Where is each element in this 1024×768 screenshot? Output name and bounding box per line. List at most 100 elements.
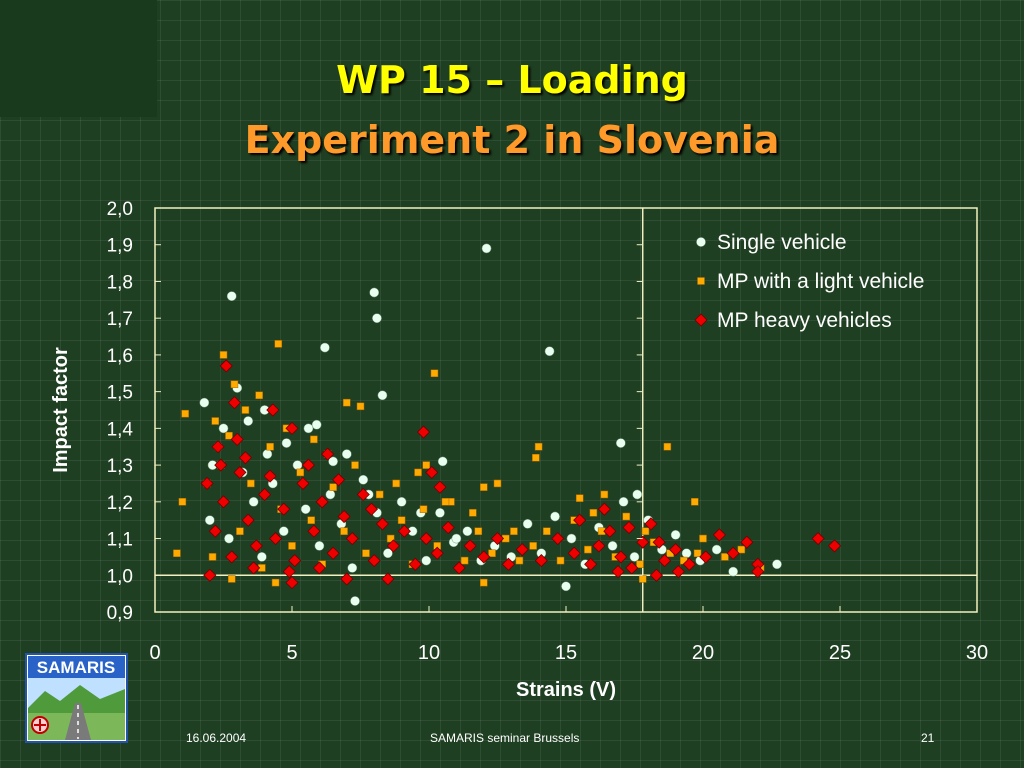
data-point [367, 554, 381, 568]
data-point [381, 572, 395, 586]
data-point [493, 479, 502, 488]
data-point [320, 342, 330, 353]
data-point [296, 476, 310, 491]
data-point [200, 476, 214, 491]
data-point [386, 534, 395, 543]
data-point [636, 535, 650, 549]
data-point [343, 398, 351, 407]
data-point [522, 519, 533, 529]
data-point [211, 417, 220, 425]
data-point [416, 425, 431, 439]
data-point [266, 403, 280, 417]
slide-title: WP 15 – Loading [336, 58, 688, 102]
data-point [728, 566, 738, 577]
data-point [301, 458, 316, 472]
data-point [386, 539, 400, 553]
data-point [199, 397, 210, 408]
data-point [510, 527, 518, 535]
data-point [271, 578, 280, 587]
data-point [644, 517, 658, 531]
data-point [263, 469, 277, 483]
data-point [326, 546, 340, 560]
y-tick-label: 1,5 [107, 383, 133, 404]
data-point [671, 565, 685, 579]
data-point [670, 530, 681, 540]
data-point [321, 447, 335, 461]
data-point [383, 548, 393, 559]
data-point [480, 483, 488, 491]
data-point [266, 442, 274, 451]
data-point [364, 502, 379, 516]
data-point [296, 468, 304, 477]
data-point [340, 527, 348, 535]
data-point [375, 490, 384, 499]
legend-marker [694, 313, 708, 327]
corner-decoration [0, 0, 157, 117]
data-point [641, 527, 650, 535]
data-point [226, 291, 237, 301]
data-point [328, 456, 338, 467]
data-point [515, 542, 529, 557]
data-point [288, 554, 302, 568]
data-point [430, 369, 439, 378]
data-point [422, 461, 431, 469]
data-point [173, 549, 181, 557]
data-point [307, 524, 321, 538]
data-point [414, 468, 422, 477]
data-point [501, 557, 516, 571]
data-point [772, 559, 782, 570]
data-point [329, 483, 337, 491]
data-point [230, 432, 244, 446]
data-point [490, 531, 505, 546]
data-point [452, 561, 466, 575]
data-point [238, 451, 252, 465]
y-axis-label: Impact factor [50, 347, 72, 473]
x-tick-label: 15 [555, 642, 577, 664]
y-tick-label: 2,0 [107, 199, 133, 220]
data-point [419, 505, 428, 513]
data-point [556, 556, 565, 565]
data-point [375, 517, 389, 531]
data-point [249, 539, 263, 553]
data-point [649, 568, 663, 582]
data-point [369, 287, 380, 298]
data-point [433, 480, 447, 494]
data-point [227, 396, 242, 410]
data-point [396, 496, 407, 507]
data-point [463, 539, 477, 553]
data-point [337, 509, 351, 524]
data-point [682, 557, 696, 571]
data-point [421, 555, 432, 566]
data-point [740, 535, 754, 549]
data-point [681, 548, 692, 559]
data-point [233, 465, 247, 480]
data-point [437, 456, 448, 467]
data-point [693, 549, 702, 557]
data-point [292, 460, 303, 470]
svg-text:SAMARIS: SAMARIS [37, 658, 115, 677]
data-point [258, 487, 272, 502]
data-point [314, 541, 325, 551]
series-3 [200, 359, 842, 590]
y-tick-label: 1,3 [107, 456, 133, 477]
data-point [618, 496, 629, 507]
data-point [224, 533, 234, 544]
data-point [178, 498, 187, 506]
data-point [257, 552, 267, 562]
data-point [691, 498, 699, 506]
data-point [397, 516, 406, 524]
footer-event: SAMARIS seminar Brussels [430, 731, 580, 745]
data-point [419, 531, 433, 546]
data-point [827, 539, 842, 553]
data-point [481, 243, 492, 254]
data-point [340, 572, 354, 586]
data-point [281, 438, 292, 448]
data-points [173, 243, 842, 606]
x-tick-label: 20 [692, 642, 714, 664]
data-point [737, 545, 746, 554]
x-tick-label: 30 [966, 642, 988, 664]
y-tick-label: 1,8 [107, 272, 133, 293]
data-point [726, 546, 740, 560]
data-point [181, 409, 189, 418]
